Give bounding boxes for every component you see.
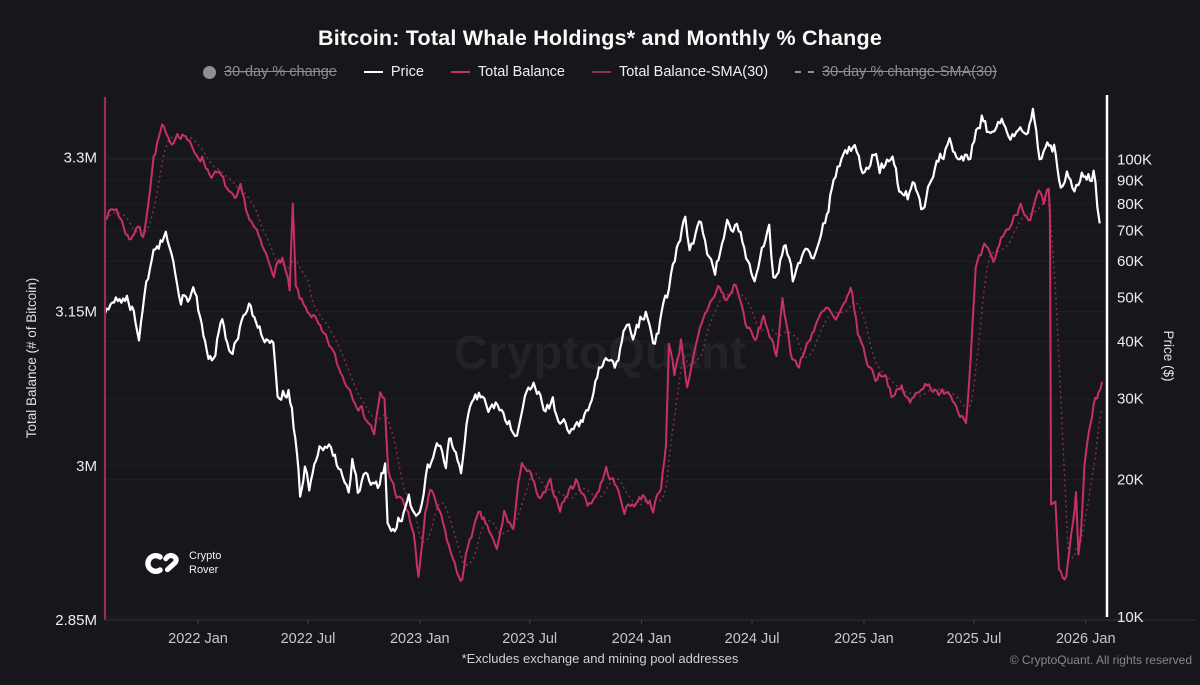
footnote: *Excludes exchange and mining pool addre… <box>461 651 739 666</box>
price-line <box>104 107 1101 533</box>
crypto-rover-logo-icon <box>145 552 179 574</box>
y-right-tick-label: 60K <box>1117 253 1144 270</box>
legend-item-price[interactable]: Price <box>363 64 424 80</box>
y-right-tick-label: 20K <box>1117 471 1144 488</box>
crypto-rover-logo: Crypto Rover <box>142 549 221 578</box>
y-right-tick-label: 30K <box>1117 391 1144 408</box>
legend-label: 30-day % change-SMA(30) <box>822 64 997 80</box>
y-right-tick-label: 100K <box>1117 152 1152 169</box>
legend-circle-marker-icon <box>203 65 217 79</box>
x-tick-label: 2025 Jan <box>834 631 894 647</box>
crypto-rover-logo-text: Crypto Rover <box>189 550 222 576</box>
x-tick-label: 2023 Jan <box>390 631 450 647</box>
left-axis-title: Total Balance (# of Bitcoin) <box>24 278 39 439</box>
legend-label: Total Balance <box>477 64 565 80</box>
legend: 30-day % change Price Total Balance Total B… <box>0 64 1200 80</box>
total-balance-sma-line <box>104 134 1103 566</box>
y-left-tick-label: 2.85M <box>55 612 97 629</box>
x-tick-label: 2026 Jan <box>1056 631 1116 647</box>
axes <box>103 95 1196 624</box>
legend-item-30-day-change-sma-30-[interactable]: 30-day % change-SMA(30) <box>795 64 997 80</box>
chart-series <box>104 107 1104 582</box>
x-tick-label: 2024 Jul <box>725 631 780 647</box>
legend-line-marker-icon <box>591 71 611 73</box>
cryptoquant-watermark: CryptoQuant <box>453 325 747 379</box>
x-tick-label: 2023 Jul <box>502 631 557 647</box>
legend-item-30-day-change[interactable]: 30-day % change <box>203 64 337 80</box>
legend-label: Price <box>390 64 424 80</box>
legend-line-marker-icon <box>450 71 470 73</box>
x-tick-label: 2024 Jan <box>612 631 672 647</box>
x-tick-label: 2022 Jul <box>281 631 336 647</box>
y-left-tick-label: 3.15M <box>55 304 97 321</box>
y-left-tick-label: 3M <box>76 458 97 475</box>
y-right-tick-label: 10K <box>1117 609 1144 626</box>
x-tick-label: 2025 Jul <box>946 631 1001 647</box>
total-balance-line <box>104 123 1104 582</box>
page-title: Bitcoin: Total Whale Holdings* and Month… <box>317 26 882 50</box>
y-right-tick-label: 50K <box>1117 289 1144 306</box>
legend-label: 30-day % change <box>224 64 337 80</box>
right-axis-title: Price ($) <box>1161 330 1176 381</box>
y-right-tick-label: 70K <box>1117 222 1144 239</box>
legend-line-marker-icon <box>363 71 383 73</box>
axis-labels: 3.3M 3.15M 3M 2.85M 100K 90K 80K 70K 60K 50K 40K 30… <box>24 150 1176 647</box>
y-right-tick-label: 90K <box>1117 173 1144 190</box>
legend-item-total-balance-sma-30-[interactable]: Total Balance-SMA(30) <box>591 64 769 80</box>
y-right-tick-label: 40K <box>1117 334 1144 351</box>
legend-label: Total Balance-SMA(30) <box>618 64 769 80</box>
y-right-tick-label: 80K <box>1117 196 1144 213</box>
legend-item-total-balance[interactable]: Total Balance <box>450 64 565 80</box>
copyright-notice: © CryptoQuant. All rights reserved <box>1009 653 1192 667</box>
x-tick-label: 2022 Jan <box>168 631 228 647</box>
y-left-tick-label: 3.3M <box>64 150 97 167</box>
legend-dash-marker-icon <box>795 71 815 73</box>
